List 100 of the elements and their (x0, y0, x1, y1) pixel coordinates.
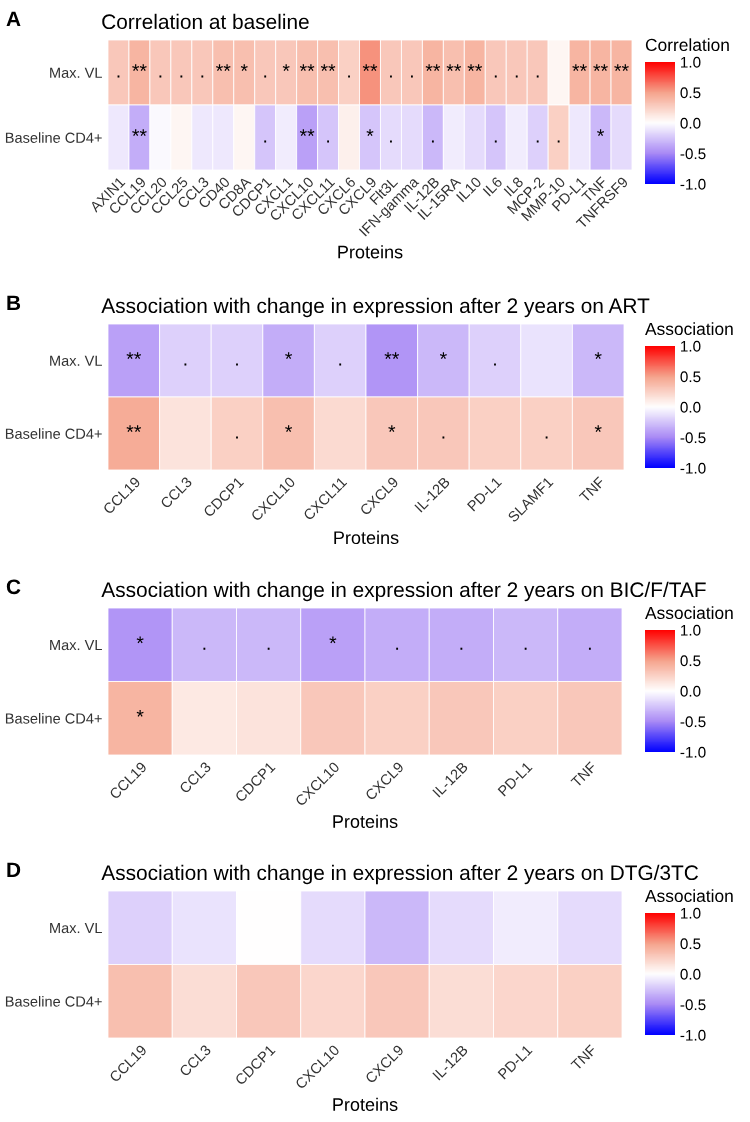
color-bar-label: -1.0 (680, 462, 706, 474)
color-bar-label: -0.5 (680, 148, 706, 160)
data-label: . (203, 647, 206, 650)
text: C (6, 579, 21, 595)
color-bar-label: -1.0 (680, 178, 706, 190)
data-label: . (431, 140, 434, 143)
data-label: . (339, 363, 342, 366)
data-label: . (524, 647, 527, 650)
color-bar-label: -1.0 (680, 746, 706, 758)
data-label: . (159, 75, 162, 78)
x-axis-title: Proteins (333, 1097, 398, 1111)
data-label: ** (132, 64, 147, 71)
data-label: * (240, 64, 248, 71)
y-tick-label: Max. VL (50, 67, 102, 78)
data-label: * (594, 352, 602, 359)
data-label: . (536, 140, 539, 143)
y-tick-label: Baseline CD4+ (5, 428, 102, 439)
data-label: . (390, 75, 392, 78)
data-label: . (515, 75, 518, 78)
color-bar-label: 1.0 (681, 56, 701, 68)
data-label: . (180, 75, 183, 78)
data-label: * (366, 129, 374, 136)
y-tick-label: Baseline CD4+ (5, 995, 102, 1007)
color-bar-label: -0.5 (680, 716, 706, 728)
data-label: . (264, 75, 267, 78)
data-label: ** (299, 64, 315, 71)
x-tick-label: TNF (570, 1044, 597, 1071)
chart-title: Correlation at baseline (102, 13, 309, 30)
x-axis-title: Proteins (333, 814, 398, 828)
data-label: * (282, 64, 290, 71)
color-bar-label: 0.5 (680, 938, 701, 950)
data-label: . (236, 363, 238, 366)
data-label: ** (320, 64, 336, 71)
color-bar-label: 1.0 (681, 907, 701, 919)
data-label: * (136, 709, 144, 717)
x-tick-label: TNF (570, 761, 597, 788)
data-label: . (557, 140, 560, 143)
color-bar-label: -0.5 (680, 432, 706, 444)
data-label: . (264, 140, 267, 143)
y-tick-label: Baseline CD4+ (5, 712, 102, 724)
data-label: * (285, 352, 293, 359)
data-label: . (396, 647, 399, 650)
color-bar-label: 0.5 (680, 371, 701, 383)
data-label: ** (126, 352, 142, 359)
y-tick-label: Max. VL (50, 355, 102, 366)
data-label: * (439, 352, 447, 359)
color-bar-label: 0.0 (680, 117, 701, 129)
data-label: . (236, 436, 238, 439)
data-label: * (136, 636, 144, 644)
data-label: * (329, 636, 337, 644)
data-label: . (536, 75, 539, 78)
y-tick-label: Max. VL (50, 923, 102, 934)
data-label: . (442, 436, 445, 439)
chart-title: Association with change in expression after 2 years on BIC/F/TAF (101, 581, 706, 602)
x-axis-title: Proteins (338, 245, 403, 259)
data-label: ** (593, 64, 608, 71)
data-label: ** (299, 129, 315, 136)
data-label: . (545, 436, 548, 439)
color-bar-title: Correlation (645, 38, 729, 52)
data-label: . (184, 363, 187, 366)
color-bar-title: Association (645, 889, 733, 903)
data-label: . (390, 140, 392, 143)
y-tick-label: Max. VL (50, 640, 102, 651)
data-label: ** (216, 64, 231, 71)
color-bar-label: 0.5 (680, 655, 701, 667)
data-label: ** (446, 64, 462, 71)
data-label: . (494, 75, 497, 78)
data-label: ** (126, 425, 142, 432)
color-bar-label: 0.0 (680, 685, 701, 697)
color-bar-title: Association (645, 606, 733, 620)
data-label: ** (572, 64, 587, 71)
data-label: . (267, 647, 270, 650)
color-bar-label: -1.0 (680, 1029, 706, 1041)
chart-title: Association with change in expression after 2 years on ART (101, 297, 650, 318)
text: B (7, 295, 21, 310)
data-label: . (117, 75, 120, 78)
x-axis-title: Proteins (334, 530, 399, 545)
data-label: ** (614, 64, 629, 71)
color-bar-label: 1.0 (681, 340, 701, 352)
chart-title: Association with change in expression after 2 years on DTG/3TC (101, 864, 699, 885)
data-label: ** (467, 64, 483, 71)
color-bar-label: 0.0 (680, 968, 701, 980)
data-label: * (594, 425, 602, 432)
data-label: . (460, 647, 463, 650)
data-label: ** (425, 64, 441, 71)
text: A (6, 11, 21, 26)
x-tick-label: IL6 (482, 176, 503, 197)
color-bar-label: 1.0 (681, 624, 701, 636)
data-label: . (201, 75, 204, 78)
color-bar-label: -0.5 (680, 999, 706, 1011)
data-label: . (327, 140, 330, 143)
data-label: . (494, 140, 497, 143)
color-bar-label: 0.0 (680, 401, 701, 413)
y-tick-label: Baseline CD4+ (5, 132, 102, 143)
data-label: . (410, 75, 413, 78)
data-label: ** (362, 64, 378, 71)
data-label: * (388, 425, 396, 432)
data-label: ** (132, 129, 147, 136)
data-label: . (348, 75, 350, 78)
data-label: * (285, 425, 293, 432)
